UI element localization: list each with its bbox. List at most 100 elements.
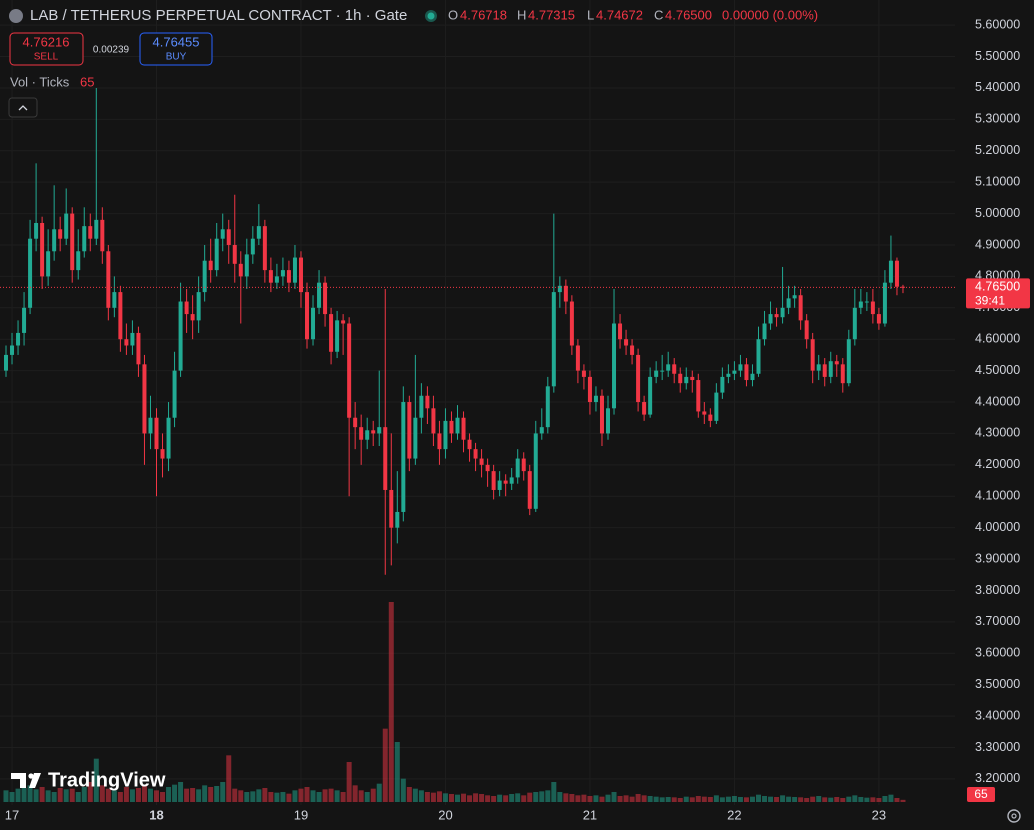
volume-bar xyxy=(665,797,671,802)
volume-bar xyxy=(557,792,563,802)
sell-box[interactable] xyxy=(9,32,84,66)
candle-body xyxy=(702,411,707,415)
sell-label[interactable]: SELL xyxy=(34,52,59,63)
volume-bar xyxy=(99,785,105,802)
gear-core[interactable] xyxy=(1011,813,1017,819)
chevron[interactable] xyxy=(18,105,28,111)
buy-price[interactable]: 4.76455 xyxy=(153,34,200,49)
volume-bar xyxy=(244,792,250,802)
volume-bar xyxy=(274,792,280,802)
y-tick-label: 3.20000 xyxy=(975,771,1020,785)
candle-body xyxy=(575,345,580,371)
volume-bar xyxy=(479,794,485,802)
volume-bar xyxy=(196,789,202,802)
volume-bar xyxy=(292,790,298,802)
volume-bar xyxy=(840,798,846,802)
sell-price[interactable]: 4.76216 xyxy=(23,34,70,49)
x-tick-label: 20 xyxy=(438,807,452,822)
volume-bar xyxy=(250,791,256,802)
status-dot xyxy=(427,12,435,20)
volume-bar xyxy=(280,792,286,802)
volume-bar xyxy=(575,795,581,802)
volume-bar xyxy=(810,796,816,802)
ohlc-value: 4.76718 xyxy=(460,7,507,22)
volume-bar xyxy=(822,797,828,802)
candle-body xyxy=(353,417,358,428)
candle-body xyxy=(58,229,63,239)
volume-bar xyxy=(816,796,822,802)
buy-box[interactable] xyxy=(139,32,213,66)
candle-body xyxy=(166,417,171,459)
candle-body xyxy=(503,480,508,484)
candle-body xyxy=(545,386,550,428)
collapse-box[interactable] xyxy=(8,97,38,118)
volume-bar xyxy=(455,794,460,802)
buy-button[interactable]: 4.76455 BUY xyxy=(139,32,213,66)
candle-body xyxy=(521,458,526,472)
volume-bar xyxy=(202,785,208,802)
candle-body xyxy=(64,213,69,239)
volume-bar xyxy=(358,790,364,802)
candle-body xyxy=(311,307,316,340)
collapse-button[interactable] xyxy=(8,97,38,118)
y-tick-label: 3.90000 xyxy=(975,551,1020,565)
settings-icon[interactable] xyxy=(1007,809,1021,823)
candle-body xyxy=(714,392,719,421)
volume-bar xyxy=(141,785,147,802)
candle-body xyxy=(16,332,21,346)
candle-body xyxy=(744,364,749,381)
candle-body xyxy=(286,270,291,283)
candle-body xyxy=(756,339,761,374)
candle-body xyxy=(479,458,484,465)
candle-body xyxy=(786,298,791,308)
buy-label[interactable]: BUY xyxy=(166,52,187,63)
x-tick-label: 21 xyxy=(583,807,597,822)
candle-body xyxy=(515,458,520,478)
volume-bar xyxy=(768,796,774,802)
candle-body xyxy=(527,471,532,509)
candle-body xyxy=(292,257,297,283)
candle-body xyxy=(642,402,647,415)
candle-body xyxy=(557,285,562,293)
y-tick-label: 4.90000 xyxy=(975,237,1020,251)
volume-bar xyxy=(774,797,780,802)
volume-bar xyxy=(208,787,214,802)
candle-body xyxy=(377,427,382,434)
candle-body xyxy=(22,307,27,333)
volume-bar xyxy=(436,791,442,802)
volume-bar xyxy=(545,790,551,802)
volume-bar xyxy=(731,796,737,802)
volume-bar xyxy=(792,797,798,802)
candle-body xyxy=(317,282,322,308)
candle-body xyxy=(437,433,442,450)
candle-body xyxy=(467,439,472,450)
last-price-label: 4.76500 xyxy=(975,280,1020,294)
candle-body xyxy=(792,295,797,299)
gear[interactable] xyxy=(1007,809,1021,823)
candle-body xyxy=(612,323,617,409)
candle-body xyxy=(810,339,815,371)
candle-body xyxy=(461,417,466,440)
candle-body xyxy=(780,307,785,318)
volume-bar xyxy=(485,795,491,802)
volume-bar xyxy=(870,797,876,802)
symbol-logo xyxy=(9,9,23,23)
candle-body xyxy=(870,301,875,315)
volume-bar xyxy=(894,798,900,802)
volume-bar xyxy=(659,797,665,802)
volume-bar xyxy=(581,794,587,802)
candle-body xyxy=(298,257,303,293)
volume-bar xyxy=(430,792,436,802)
candle-body xyxy=(443,420,448,450)
volume-bar xyxy=(238,790,244,802)
candle-body xyxy=(606,408,610,434)
candle-body xyxy=(539,427,544,434)
candle-body xyxy=(684,376,689,384)
volume-bar xyxy=(81,787,87,802)
volume-bar xyxy=(75,792,81,802)
volume-bar xyxy=(725,796,731,802)
sell-button[interactable]: 4.76216 SELL xyxy=(9,32,84,66)
candle-body xyxy=(618,323,623,340)
candle-body xyxy=(142,364,147,434)
